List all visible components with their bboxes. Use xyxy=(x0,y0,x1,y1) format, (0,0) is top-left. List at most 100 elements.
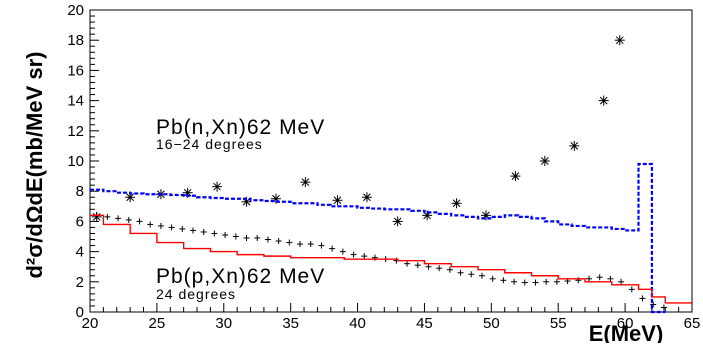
plus-point xyxy=(404,260,411,267)
plus-point xyxy=(157,222,164,229)
asterisk-point xyxy=(539,156,550,166)
asterisk-point xyxy=(569,140,580,151)
plus-point xyxy=(500,277,507,284)
axes-layer: 20 25 30 35 40 45 50 55 60 65 0 2 4 6 8 10 12 14 16 18 20 xyxy=(67,2,700,332)
plus-point xyxy=(361,253,368,260)
plus-point xyxy=(190,227,197,234)
asterisk-point xyxy=(361,192,372,203)
plus-point xyxy=(254,235,261,242)
asterisk-stroke xyxy=(183,188,192,197)
asterisk-stroke xyxy=(363,193,371,202)
plus-point xyxy=(104,213,111,220)
plus-point xyxy=(297,241,304,248)
y-tick-label: 6 xyxy=(76,213,84,230)
plus-point xyxy=(414,262,421,269)
plus-point xyxy=(286,239,293,246)
asterisk-point xyxy=(332,195,343,206)
asterisk-point xyxy=(614,35,625,46)
annotation-pbn-title: Pb(n,Xn)62 MeV xyxy=(156,116,325,139)
plus-point xyxy=(232,233,239,240)
y-axis-label: d²σ/dΩdE(mb/MeV sr) xyxy=(22,51,47,278)
x-tick-label: 45 xyxy=(416,315,433,332)
asterisk-stroke xyxy=(213,182,221,191)
y-tick-label: 8 xyxy=(76,183,84,200)
asterisk-point xyxy=(510,171,521,182)
y-tick-label: 18 xyxy=(67,32,84,49)
plus-point xyxy=(179,225,186,232)
plus-point xyxy=(264,236,271,243)
asterisk-stroke xyxy=(452,199,461,208)
asterisk-stroke xyxy=(126,193,134,202)
plus-point xyxy=(329,245,336,252)
plus-point xyxy=(532,279,539,286)
plus-point xyxy=(660,304,667,311)
plus-point xyxy=(521,279,528,286)
plus-point xyxy=(543,278,550,285)
asterisk-stroke xyxy=(511,172,520,180)
y-tick-label: 14 xyxy=(67,93,84,110)
plus-point xyxy=(446,266,453,273)
plus-point xyxy=(350,251,357,258)
asterisk-stroke xyxy=(599,96,608,105)
labels-layer: d²σ/dΩdE(mb/MeV sr) E(MeV) Pb(n,Xn)62 Me… xyxy=(22,51,663,346)
y-tick-label: 12 xyxy=(67,123,84,140)
annotation-pbp-subtitle: 24 degrees xyxy=(156,286,236,302)
asterisk-stroke xyxy=(301,178,310,186)
plus-point xyxy=(457,269,464,276)
series-pbn-calc-step-line xyxy=(90,162,666,314)
plus-point xyxy=(553,278,560,285)
plus-point xyxy=(650,301,657,308)
plus-point xyxy=(318,242,325,249)
asterisk-point xyxy=(212,181,223,192)
plus-point xyxy=(468,271,475,278)
x-tick-label: 35 xyxy=(282,315,299,332)
plus-point xyxy=(200,228,207,235)
plus-point xyxy=(511,278,518,285)
asterisk-stroke xyxy=(540,157,549,165)
y-tick-label: 0 xyxy=(76,304,84,321)
plus-point xyxy=(222,231,229,238)
x-tick-label: 65 xyxy=(684,315,701,332)
asterisk-point xyxy=(392,216,403,227)
plus-point xyxy=(275,238,282,245)
asterisk-stroke xyxy=(333,196,342,205)
plus-point xyxy=(436,265,443,272)
plus-point xyxy=(618,278,625,285)
x-tick-label: 20 xyxy=(82,315,99,332)
plus-point xyxy=(585,275,592,282)
asterisk-point xyxy=(598,95,609,106)
y-tick-label: 20 xyxy=(67,2,84,19)
x-tick-label: 55 xyxy=(550,315,567,332)
y-tick-label: 2 xyxy=(76,274,84,291)
y-tick-label: 16 xyxy=(67,62,84,79)
annotation-pbp-title: Pb(p,Xn)62 MeV xyxy=(156,265,325,288)
series-layer xyxy=(90,35,692,314)
asterisk-point xyxy=(451,198,462,209)
y-tick-label: 10 xyxy=(67,153,84,170)
plus-point xyxy=(243,235,250,242)
annotation-pbn-subtitle: 16−24 degrees xyxy=(156,136,263,152)
asterisk-stroke xyxy=(615,36,624,45)
asterisk-stroke xyxy=(570,142,579,150)
x-tick-label: 60 xyxy=(617,315,634,332)
plus-point xyxy=(125,216,132,223)
x-tick-label: 40 xyxy=(349,315,366,332)
plus-point xyxy=(425,263,432,270)
plus-point xyxy=(478,272,485,279)
x-tick-label: 50 xyxy=(483,315,500,332)
plus-point xyxy=(168,224,175,231)
x-tick-label: 25 xyxy=(149,315,166,332)
plus-point xyxy=(607,275,614,282)
series-pbp-calc-step-line xyxy=(90,214,692,304)
plus-point xyxy=(596,274,603,281)
plus-point xyxy=(211,230,218,237)
plus-point xyxy=(339,248,346,255)
asterisk-stroke xyxy=(393,217,402,226)
asterisk-point xyxy=(300,177,311,188)
plus-point xyxy=(136,218,143,225)
plus-point xyxy=(639,295,646,302)
plus-point xyxy=(489,275,496,282)
asterisk-stroke xyxy=(242,197,251,206)
